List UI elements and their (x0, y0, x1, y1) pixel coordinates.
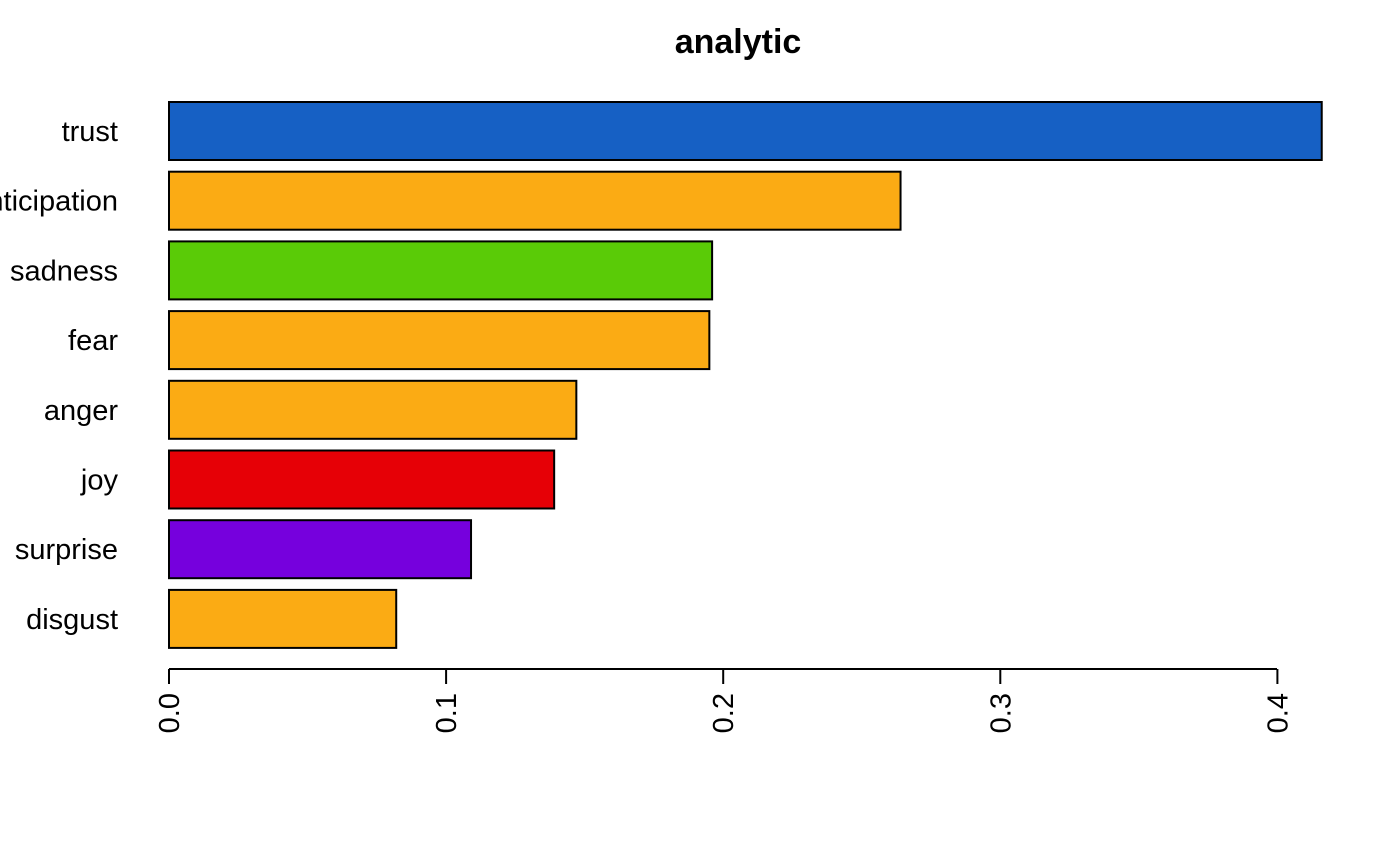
x-tick-label: 0.4 (1262, 693, 1294, 733)
category-label: disgust (26, 604, 118, 636)
category-label: sadness (10, 255, 118, 287)
category-label: joy (80, 465, 119, 497)
bar-joy (168, 449, 556, 510)
x-tick-label: 0.1 (431, 693, 463, 733)
x-tick-label: 0.0 (154, 693, 186, 733)
bars-group (168, 101, 1323, 649)
bar-fear (168, 310, 711, 371)
chart-title: analytic (675, 23, 802, 61)
bar-sadness (168, 240, 714, 301)
category-label: anger (44, 395, 119, 427)
category-label: fear (68, 325, 118, 357)
bar-surprise (168, 519, 473, 580)
bar-trust (168, 101, 1323, 161)
x-tick-label: 0.2 (708, 693, 740, 733)
bar-disgust (168, 588, 398, 649)
category-label: trust (62, 116, 118, 148)
category-labels: trust anticipation sadness fear anger joy surp… (0, 116, 118, 636)
category-label: anticipation (0, 186, 118, 218)
bar-anger (168, 379, 578, 440)
bar-anticipation (168, 170, 902, 231)
x-tick-label: 0.3 (985, 693, 1017, 733)
category-label: surprise (15, 534, 118, 566)
x-axis: 0.0 0.1 0.2 0.3 0.4 (154, 668, 1294, 733)
